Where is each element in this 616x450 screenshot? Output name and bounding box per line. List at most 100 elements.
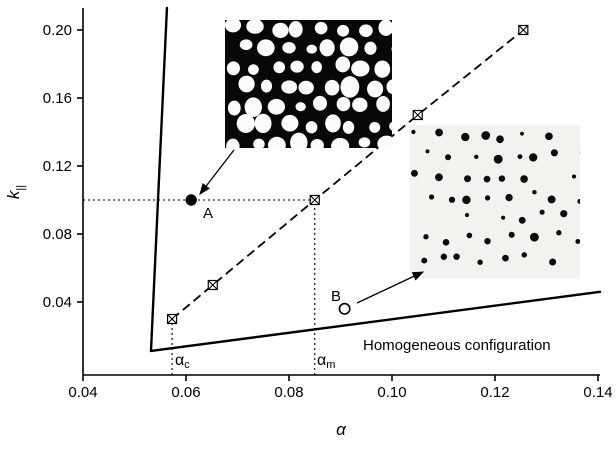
- pattern-dot: [464, 175, 472, 183]
- pattern-dot: [547, 195, 556, 204]
- alpha-m-label: αm: [317, 352, 335, 371]
- pattern-blob: [351, 60, 370, 77]
- pattern-dot: [445, 154, 452, 161]
- pattern-blob: [290, 132, 308, 148]
- pattern-dot: [464, 212, 470, 218]
- pattern-dot: [453, 253, 460, 260]
- pattern-dot: [421, 257, 428, 264]
- pattern-dot: [521, 252, 528, 258]
- pattern-blob: [331, 137, 350, 148]
- pattern-dot: [571, 174, 577, 179]
- guide-lines: [83, 199, 316, 375]
- pattern-blob: [244, 97, 262, 117]
- pattern-blob: [359, 24, 373, 37]
- x-tick-label: 0.08: [274, 384, 303, 401]
- homogeneous-boundary: [149, 290, 602, 353]
- point-a: [185, 194, 197, 206]
- pattern-blob: [281, 80, 298, 94]
- pattern-dot: [560, 210, 568, 218]
- y-tick-label: 0.04: [43, 294, 72, 311]
- pattern-blob: [305, 121, 318, 134]
- pattern-blob: [314, 21, 328, 35]
- pattern-dot: [520, 175, 528, 183]
- pattern-dot: [484, 195, 491, 201]
- pattern-blob: [295, 102, 306, 112]
- arrow-point-b-to-inset: [356, 271, 425, 304]
- pattern-blob: [364, 41, 377, 55]
- pattern-blob: [324, 79, 340, 96]
- pattern-dot: [501, 215, 506, 220]
- pattern-blob: [248, 64, 259, 75]
- pattern-dot: [448, 196, 456, 203]
- pattern-blob: [312, 95, 328, 111]
- axes: 0.04 0.06 0.08 0.10 0.12 0.14 0.04 0.08 0.12 0.16…: [43, 8, 613, 401]
- pattern-dot: [423, 234, 429, 240]
- pattern-blob: [335, 56, 351, 73]
- pattern-dot: [484, 237, 491, 245]
- pattern-blob: [319, 39, 335, 57]
- pattern-dot: [579, 151, 580, 154]
- x-tick-label: 0.10: [377, 384, 406, 401]
- pattern-dot: [550, 149, 558, 157]
- pattern-dot: [518, 216, 526, 224]
- pattern-dot: [508, 231, 515, 238]
- pattern-blob: [342, 120, 355, 134]
- pattern-dot: [411, 129, 416, 135]
- y-tick-label: 0.20: [43, 22, 72, 39]
- square-x-marker: [166, 313, 178, 325]
- pattern-blob: [306, 44, 317, 54]
- pattern-dot: [474, 154, 479, 160]
- x-tick-label: 0.12: [480, 384, 509, 401]
- pattern-blob: [378, 20, 392, 36]
- pattern-blob: [389, 121, 392, 131]
- pattern-dot: [529, 232, 539, 242]
- x-axis-title: α: [336, 420, 347, 439]
- pattern-blob: [254, 113, 272, 134]
- pattern-blob: [260, 79, 273, 93]
- pattern-dot: [493, 154, 503, 164]
- pattern-blob: [239, 39, 253, 51]
- x-tick-label: 0.04: [68, 384, 97, 401]
- point-a-label: A: [203, 205, 213, 222]
- homogeneous-configuration-label: Homogeneous configuration: [363, 337, 551, 354]
- pattern-dot: [481, 131, 491, 140]
- pattern-blob: [282, 41, 296, 54]
- pattern-dot: [505, 193, 513, 202]
- pattern-dot: [428, 194, 435, 200]
- data-series: [149, 6, 602, 353]
- square-x-marker: [412, 109, 423, 121]
- annotation-arrows: [199, 149, 425, 304]
- pattern-blob: [267, 136, 286, 148]
- pattern-blob: [256, 39, 275, 57]
- pattern-dot: [461, 132, 470, 142]
- square-x-marker: [207, 279, 218, 291]
- pattern-dot: [462, 195, 471, 205]
- axis-ticks: 0.04 0.06 0.08 0.10 0.12 0.14 0.04 0.08 0.12 0.16…: [43, 22, 613, 401]
- pattern-blob: [386, 79, 392, 95]
- pattern-blob: [238, 75, 255, 93]
- pattern-blob: [246, 20, 264, 34]
- pattern-blob: [374, 60, 391, 78]
- alpha-c-label: αc: [175, 352, 190, 371]
- y-tick-label: 0.16: [43, 90, 72, 107]
- pattern-blob: [339, 37, 359, 57]
- pattern-blob: [377, 135, 392, 148]
- pattern-dot: [529, 153, 538, 162]
- pattern-dot: [440, 253, 448, 260]
- pattern-dot: [539, 209, 545, 215]
- pattern-blob: [288, 21, 303, 38]
- pattern-blob: [376, 96, 390, 112]
- point-b-label: B: [331, 288, 341, 305]
- pattern-blob: [298, 80, 314, 95]
- pattern-blob: [391, 46, 392, 52]
- arrow-inset-to-point-a: [199, 149, 235, 196]
- pattern-blob: [236, 113, 255, 133]
- pattern-dot: [498, 175, 506, 182]
- pattern-blob: [281, 114, 299, 132]
- x-tick-label: 0.06: [171, 384, 200, 401]
- pattern-dot: [556, 230, 562, 236]
- x-tick-label: 0.14: [583, 384, 612, 401]
- pattern-dot: [532, 189, 537, 195]
